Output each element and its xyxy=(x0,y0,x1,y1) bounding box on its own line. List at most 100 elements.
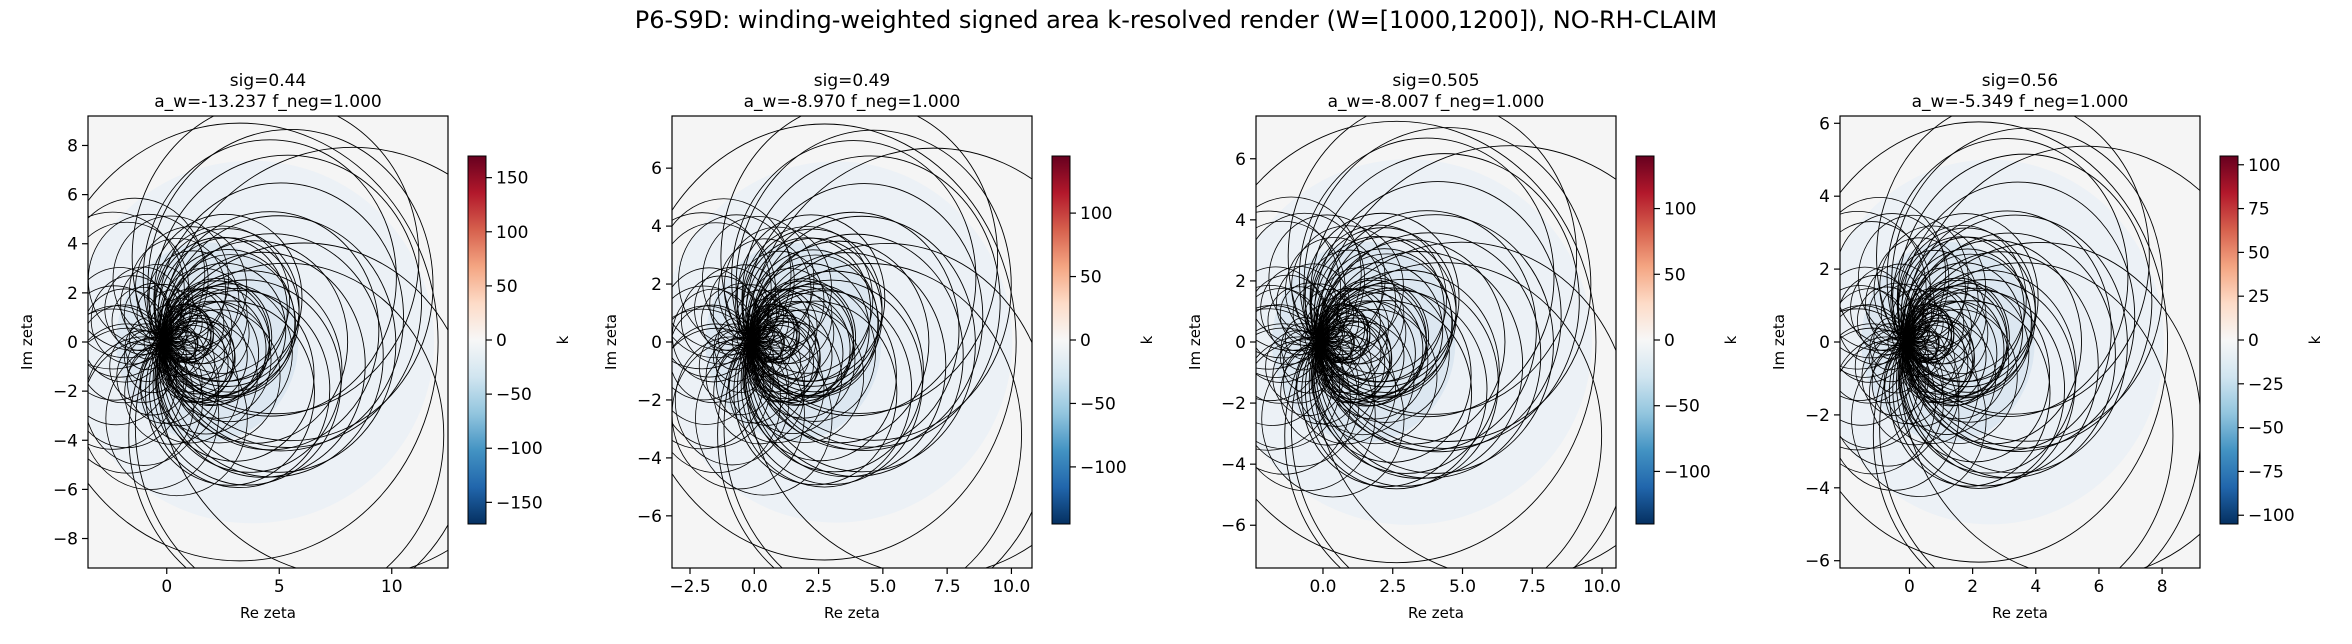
curve-loop-inner xyxy=(751,289,818,365)
curve-loop-inner xyxy=(111,286,175,355)
y-tick-label: 2 xyxy=(651,275,662,295)
curve-loop xyxy=(1892,289,2066,489)
curve-loop-inner xyxy=(88,304,169,404)
colorbar-tick-label: −25 xyxy=(2248,375,2284,395)
colorbar-tick-label: 100 xyxy=(2248,156,2280,176)
x-tick-label: 5.0 xyxy=(869,577,896,597)
colorbar-tick-label: −50 xyxy=(496,385,532,405)
curve-loop xyxy=(1308,278,1499,487)
y-tick-label: −2 xyxy=(1805,406,1830,426)
curve-loop-inner xyxy=(1890,249,1979,352)
chart-panel-3: 0.0 2.5 5.0 7.5 10.0 −6 −4 −2 0 2 4 6 sig=0.505a_w=-… xyxy=(1186,71,1740,622)
curve-loop xyxy=(1317,309,1405,404)
chart-panel-1: 0 5 10 −8 −6 −4 −2 0 2 4 6 8 sig=0.44a_w=-13.237 f_n… xyxy=(18,71,572,622)
y-tick-label: −6 xyxy=(1805,552,1830,572)
x-tick-label: 5.0 xyxy=(1449,577,1476,597)
curve-loop-inner xyxy=(1310,321,1415,436)
colorbar-tick-label: 100 xyxy=(1080,204,1112,224)
curve-loop-inner xyxy=(1840,336,1944,467)
y-tick-label: 6 xyxy=(1819,114,1830,134)
curve-loop xyxy=(735,129,1012,441)
y-tick-label: 0 xyxy=(651,333,662,353)
y-tick-label: −2 xyxy=(53,382,78,402)
colorbar-tick-label: −50 xyxy=(2248,419,2284,439)
curve-loop-inner xyxy=(1906,289,1972,365)
curve-loop-inner xyxy=(701,287,762,355)
curve-loop-inner xyxy=(1256,339,1376,492)
curve-loop-inner xyxy=(88,339,220,490)
curve-loop-inner xyxy=(1321,282,1450,423)
curve-loop-inner xyxy=(1256,288,1324,383)
y-axis-label: Im zeta xyxy=(1770,314,1788,370)
curve-loop-inner xyxy=(672,267,758,378)
colorbar-tick-label: 50 xyxy=(496,277,518,297)
curve-loop-inner xyxy=(1319,318,1345,347)
curve-loop xyxy=(1316,317,1393,400)
curve-loop-inner xyxy=(1883,339,1960,427)
x-tick-label: 0 xyxy=(1904,577,1915,597)
x-tick-label: 0 xyxy=(161,577,172,597)
curve-envelope xyxy=(88,122,439,562)
curve-loop-inner xyxy=(1879,225,1986,349)
colorbar-tick-label: 25 xyxy=(2248,287,2270,307)
curve-loop-inner xyxy=(674,336,790,466)
x-tick-label: 6 xyxy=(2094,577,2105,597)
curve-loop xyxy=(161,309,248,404)
y-tick-label: 2 xyxy=(1235,272,1246,292)
curve-loop-inner xyxy=(672,304,756,403)
colorbar xyxy=(467,155,487,525)
curve-loop-inner xyxy=(105,340,248,497)
colorbar-tick-label: 0 xyxy=(1664,331,1675,351)
x-tick-label: 2 xyxy=(1967,577,1978,597)
curve-loop xyxy=(749,309,833,403)
x-tick-label: 2.5 xyxy=(1379,577,1406,597)
x-tick-label: 0.0 xyxy=(1309,577,1336,597)
x-tick-label: −2.5 xyxy=(669,577,710,597)
curve-loop xyxy=(156,270,343,473)
curve-loop-inner xyxy=(1319,288,1389,365)
panel-title: sig=0.56 xyxy=(1982,71,2058,91)
curve-loop xyxy=(1903,317,1975,400)
curve-loop-inner xyxy=(165,283,293,423)
curve-loop-inner xyxy=(154,321,258,435)
curve-loop xyxy=(145,300,315,486)
curve-loop xyxy=(1900,269,2077,474)
curve-loop-inner xyxy=(1256,304,1325,404)
curve-loop xyxy=(148,289,331,489)
colorbar-tick-label: −50 xyxy=(1080,394,1116,414)
figure-title: P6-S9D: winding-weighted signed area k-r… xyxy=(634,6,1718,34)
panel-title: sig=0.49 xyxy=(814,71,890,91)
curve-loop xyxy=(157,182,404,452)
x-tick-label: 10.0 xyxy=(1583,577,1621,597)
panel-subtitle: a_w=-5.349 f_neg=1.000 xyxy=(1912,92,2129,112)
curve-loop-inner xyxy=(146,250,240,352)
curve-loop-inner xyxy=(163,301,272,419)
curve-loop xyxy=(159,288,225,360)
curve-loop-inner xyxy=(162,318,189,347)
x-tick-label: 2.5 xyxy=(805,577,832,597)
curve-family xyxy=(1840,116,2200,568)
curve-loop xyxy=(1284,262,1603,568)
curve-loop-inner xyxy=(1302,249,1397,352)
curve-loop-inner xyxy=(1256,220,1346,359)
colorbar-label: k xyxy=(1722,335,1740,344)
curve-loop xyxy=(1888,300,2051,487)
y-tick-label: −8 xyxy=(53,530,78,550)
x-tick-label: 7.5 xyxy=(1519,577,1546,597)
curve-loop-inner xyxy=(157,309,281,444)
curve-loop xyxy=(1891,127,2164,442)
panel-subtitle: a_w=-8.970 f_neg=1.000 xyxy=(744,92,961,112)
curve-loop-inner xyxy=(88,323,184,449)
curve-loop-inner xyxy=(753,283,876,422)
y-tick-label: 8 xyxy=(67,136,78,156)
curve-loop-inner xyxy=(1313,309,1438,445)
winding-tint xyxy=(1840,159,2164,525)
y-tick-label: −4 xyxy=(53,431,78,451)
curve-loop-inner xyxy=(1256,327,1351,475)
curve-loop-inner xyxy=(1840,339,1960,491)
curve-loop-inner xyxy=(1840,327,1936,475)
x-tick-label: 7.5 xyxy=(934,577,961,597)
curve-loop-inner xyxy=(1295,339,1376,427)
curve-loop-inner xyxy=(1897,224,2027,375)
